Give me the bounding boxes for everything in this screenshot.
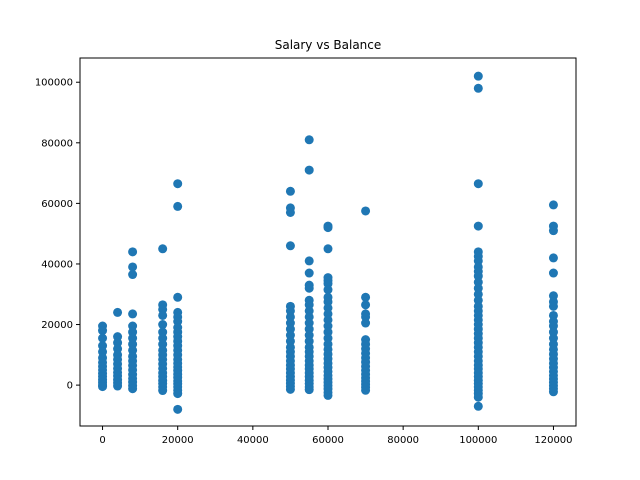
y-tick-label: 20000 xyxy=(41,320,73,331)
scatter-point xyxy=(128,309,138,319)
scatter-point xyxy=(113,381,123,391)
scatter-point xyxy=(304,256,314,266)
y-tick-label: 80000 xyxy=(41,138,73,149)
scatter-point xyxy=(548,301,558,311)
scatter-point xyxy=(548,268,558,278)
scatter-point xyxy=(98,326,108,336)
scatter-point xyxy=(361,300,371,310)
scatter-point xyxy=(128,384,138,394)
scatter-point xyxy=(113,307,123,317)
scatter-point xyxy=(304,165,314,175)
scatter-point xyxy=(323,390,333,400)
plot-area-frame xyxy=(79,57,577,427)
scatter-point xyxy=(304,385,314,395)
y-tick-label: 0 xyxy=(67,381,73,392)
scatter-point xyxy=(548,253,558,263)
scatter-point xyxy=(361,385,371,395)
scatter-point xyxy=(361,318,371,328)
scatter-point xyxy=(128,262,138,272)
scatter-point xyxy=(285,207,295,217)
x-tick-label: 100000 xyxy=(459,435,497,446)
scatter-point xyxy=(473,179,483,189)
scatter-point xyxy=(285,241,295,251)
x-tick-label: 120000 xyxy=(534,435,572,446)
scatter-point xyxy=(98,333,108,343)
x-axis-ticks: 0 20000 40000 60000 80000 100000 120000 xyxy=(99,426,573,446)
scatter-point xyxy=(323,285,333,295)
scatter-point xyxy=(158,244,168,254)
x-tick-label: 60000 xyxy=(312,435,344,446)
scatter-point xyxy=(473,71,483,81)
points-layer xyxy=(98,71,558,414)
scatter-point xyxy=(158,386,168,396)
scatter-point xyxy=(473,83,483,93)
scatter-point xyxy=(304,135,314,145)
scatter-point xyxy=(98,382,108,392)
scatter-point xyxy=(285,186,295,196)
scatter-point xyxy=(473,392,483,402)
scatter-point xyxy=(548,200,558,210)
y-tick-label: 40000 xyxy=(41,259,73,270)
y-tick-label: 100000 xyxy=(35,78,73,89)
scatter-point xyxy=(128,247,138,257)
scatter-point xyxy=(304,283,314,293)
y-tick-label: 60000 xyxy=(41,199,73,210)
scatter-point xyxy=(361,292,371,302)
scatter-point xyxy=(158,320,168,330)
scatter-point xyxy=(361,206,371,216)
x-tick-label: 80000 xyxy=(387,435,419,446)
scatter-point xyxy=(173,389,183,399)
scatter-point xyxy=(173,404,183,414)
scatter-point xyxy=(173,201,183,211)
scatter-point xyxy=(173,179,183,189)
chart-title: Salary vs Balance xyxy=(275,38,382,52)
x-tick-label: 40000 xyxy=(237,435,269,446)
scatter-point xyxy=(128,270,138,280)
scatter-point xyxy=(548,387,558,397)
scatter-point xyxy=(548,226,558,236)
scatter-point xyxy=(304,268,314,278)
scatter-point xyxy=(323,244,333,254)
x-tick-label: 0 xyxy=(99,435,105,446)
scatter-point xyxy=(158,310,168,320)
x-tick-label: 20000 xyxy=(162,435,194,446)
scatter-point xyxy=(473,401,483,411)
scatter-point xyxy=(323,223,333,233)
y-axis-ticks: 0 20000 40000 60000 80000 100000 xyxy=(35,78,80,392)
scatter-point xyxy=(473,221,483,231)
scatter-point xyxy=(285,384,295,394)
scatter-point xyxy=(173,292,183,302)
